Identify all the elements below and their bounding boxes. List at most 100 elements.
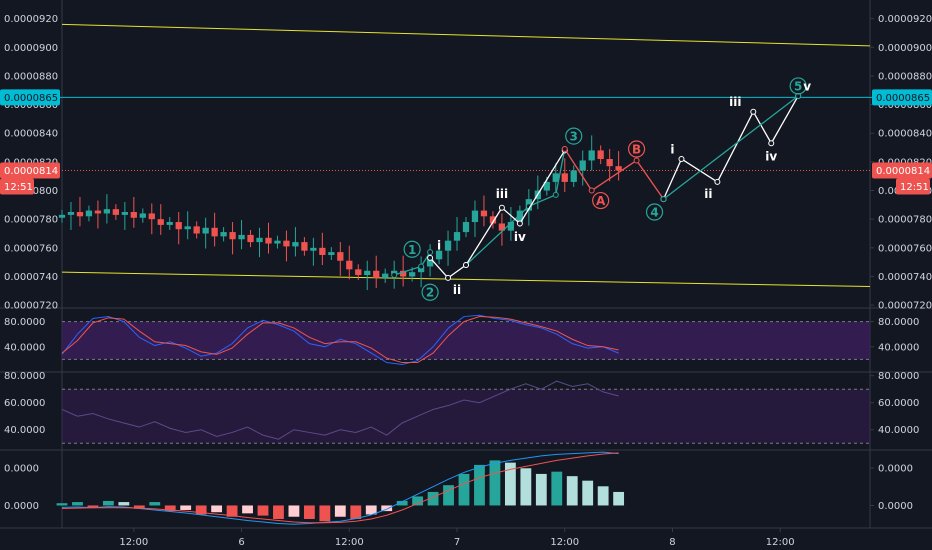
trendline-1[interactable]: [61, 23, 871, 47]
stochastic-band: [62, 321, 870, 360]
candle-body: [507, 222, 515, 231]
wave-point[interactable]: [678, 156, 685, 163]
candle-body: [247, 234, 254, 243]
rsi-band: [62, 389, 870, 444]
candle-body: [238, 234, 245, 240]
wave-point[interactable]: [498, 204, 505, 211]
wave-label-circle: [645, 203, 664, 221]
stochastic-series-1: [61, 314, 619, 365]
y-tick-label-left: 0.0000840: [4, 129, 58, 140]
candle-body: [211, 227, 218, 237]
candlesticks: [58, 135, 622, 291]
candle-body: [588, 150, 595, 161]
wave-label: iii: [496, 187, 508, 201]
macd-histogram-bar: [226, 505, 238, 517]
macd-histogram-bar: [427, 491, 439, 506]
wave-label-circle: [421, 283, 439, 301]
macd-histogram-bar: [56, 503, 68, 506]
wave-point[interactable]: [714, 178, 721, 185]
wave-point[interactable]: [588, 187, 595, 194]
candle-body: [597, 150, 604, 160]
wave-point[interactable]: [391, 272, 398, 279]
grid: [0, 0, 932, 529]
candle-body: [435, 250, 443, 260]
macd-histogram-bar: [195, 505, 207, 515]
macd-histogram-bar: [133, 505, 145, 509]
y-tick-label-right: 0.0000920: [878, 14, 932, 25]
candle-body: [256, 237, 263, 243]
candle-body: [346, 260, 353, 270]
y-tick-label-left: 0.0000720: [4, 301, 58, 312]
wave-point[interactable]: [660, 196, 667, 203]
y-tick-label-right: 60.0000: [878, 398, 919, 409]
level-label-left: 0.0000865: [4, 93, 58, 104]
y-tick-label-right: 0.0000: [878, 463, 913, 474]
level-label-left-bg: [0, 89, 60, 106]
wave-label: ii: [453, 283, 461, 297]
macd-histogram-bar: [597, 486, 609, 506]
wave-label-circle: [592, 191, 610, 210]
wave-point[interactable]: [633, 157, 640, 164]
y-tick-label-left: 0.0000920: [4, 14, 58, 25]
candle-body: [121, 212, 128, 215]
wave-label: B: [632, 142, 641, 156]
trendlines[interactable]: [0, 23, 932, 288]
macd-histogram-bar: [489, 460, 501, 506]
macd-histogram-bar: [551, 471, 563, 506]
wave-point[interactable]: [552, 191, 559, 198]
stochastic-series-2: [61, 316, 619, 364]
wave-point[interactable]: [561, 145, 568, 152]
wave-label: 1: [408, 243, 416, 257]
wave-point[interactable]: [427, 249, 434, 256]
wave-label: iii: [729, 95, 741, 109]
candle-body: [139, 213, 146, 218]
wave-point[interactable]: [418, 263, 425, 270]
price-labels: 0.0000865 0.0000865 0.0000814 12:51 0.000081…: [0, 89, 932, 195]
wave-point[interactable]: [750, 108, 757, 115]
macd-series-1: [61, 451, 619, 525]
y-tick-label-left: 0.0000900: [4, 43, 58, 54]
wave-point[interactable]: [427, 254, 434, 261]
wave-path-7[interactable]: [663, 95, 799, 200]
wave-point[interactable]: [516, 220, 523, 227]
macd-histogram-bar: [350, 505, 362, 519]
macd-histogram-bar: [365, 505, 377, 515]
y-tick-label-right: 80.0000: [878, 317, 919, 328]
y-tick-label-right: 0.0000760: [878, 243, 932, 254]
candle-body: [76, 212, 84, 217]
wave-label: iv: [765, 150, 777, 164]
y-tick-label-left: 0.0000: [4, 501, 39, 512]
y-tick-label-left: 40.0000: [4, 425, 45, 436]
candle-body: [408, 272, 416, 277]
candle-body: [373, 270, 380, 278]
macd-histogram-bar: [396, 500, 408, 506]
wave-path-6[interactable]: [662, 95, 799, 200]
y-tick-label-right: 40.0000: [878, 425, 919, 436]
x-tick-label: 8: [669, 537, 675, 548]
wave-label-circle: [565, 127, 583, 145]
macd-histogram-bar: [211, 505, 223, 513]
candle-body: [444, 240, 452, 251]
candle-body: [328, 252, 335, 255]
macd-histogram-bar: [474, 464, 485, 506]
wave-path-3[interactable]: [465, 148, 566, 266]
y-tick-label-right: 0.0000900: [878, 43, 932, 54]
wave-path-5[interactable]: [564, 148, 665, 200]
wave-point[interactable]: [463, 262, 469, 269]
y-tick-label-right: 0.0000880: [878, 71, 932, 82]
wave-label-circle: [403, 240, 421, 258]
candle-body: [148, 213, 155, 220]
macd-histogram-bar: [458, 473, 470, 506]
wave-label: A: [596, 194, 606, 208]
trendline-2[interactable]: [61, 271, 871, 288]
wave-point[interactable]: [768, 140, 775, 147]
rsi-series-1: [61, 380, 619, 440]
wave-point[interactable]: [445, 274, 452, 281]
macd-histogram-bar: [257, 505, 269, 516]
wave-path-4[interactable]: [465, 150, 566, 266]
y-tick-label-left: 0.0000860: [4, 100, 58, 111]
candle-body: [400, 270, 407, 277]
candle-body: [615, 166, 622, 171]
